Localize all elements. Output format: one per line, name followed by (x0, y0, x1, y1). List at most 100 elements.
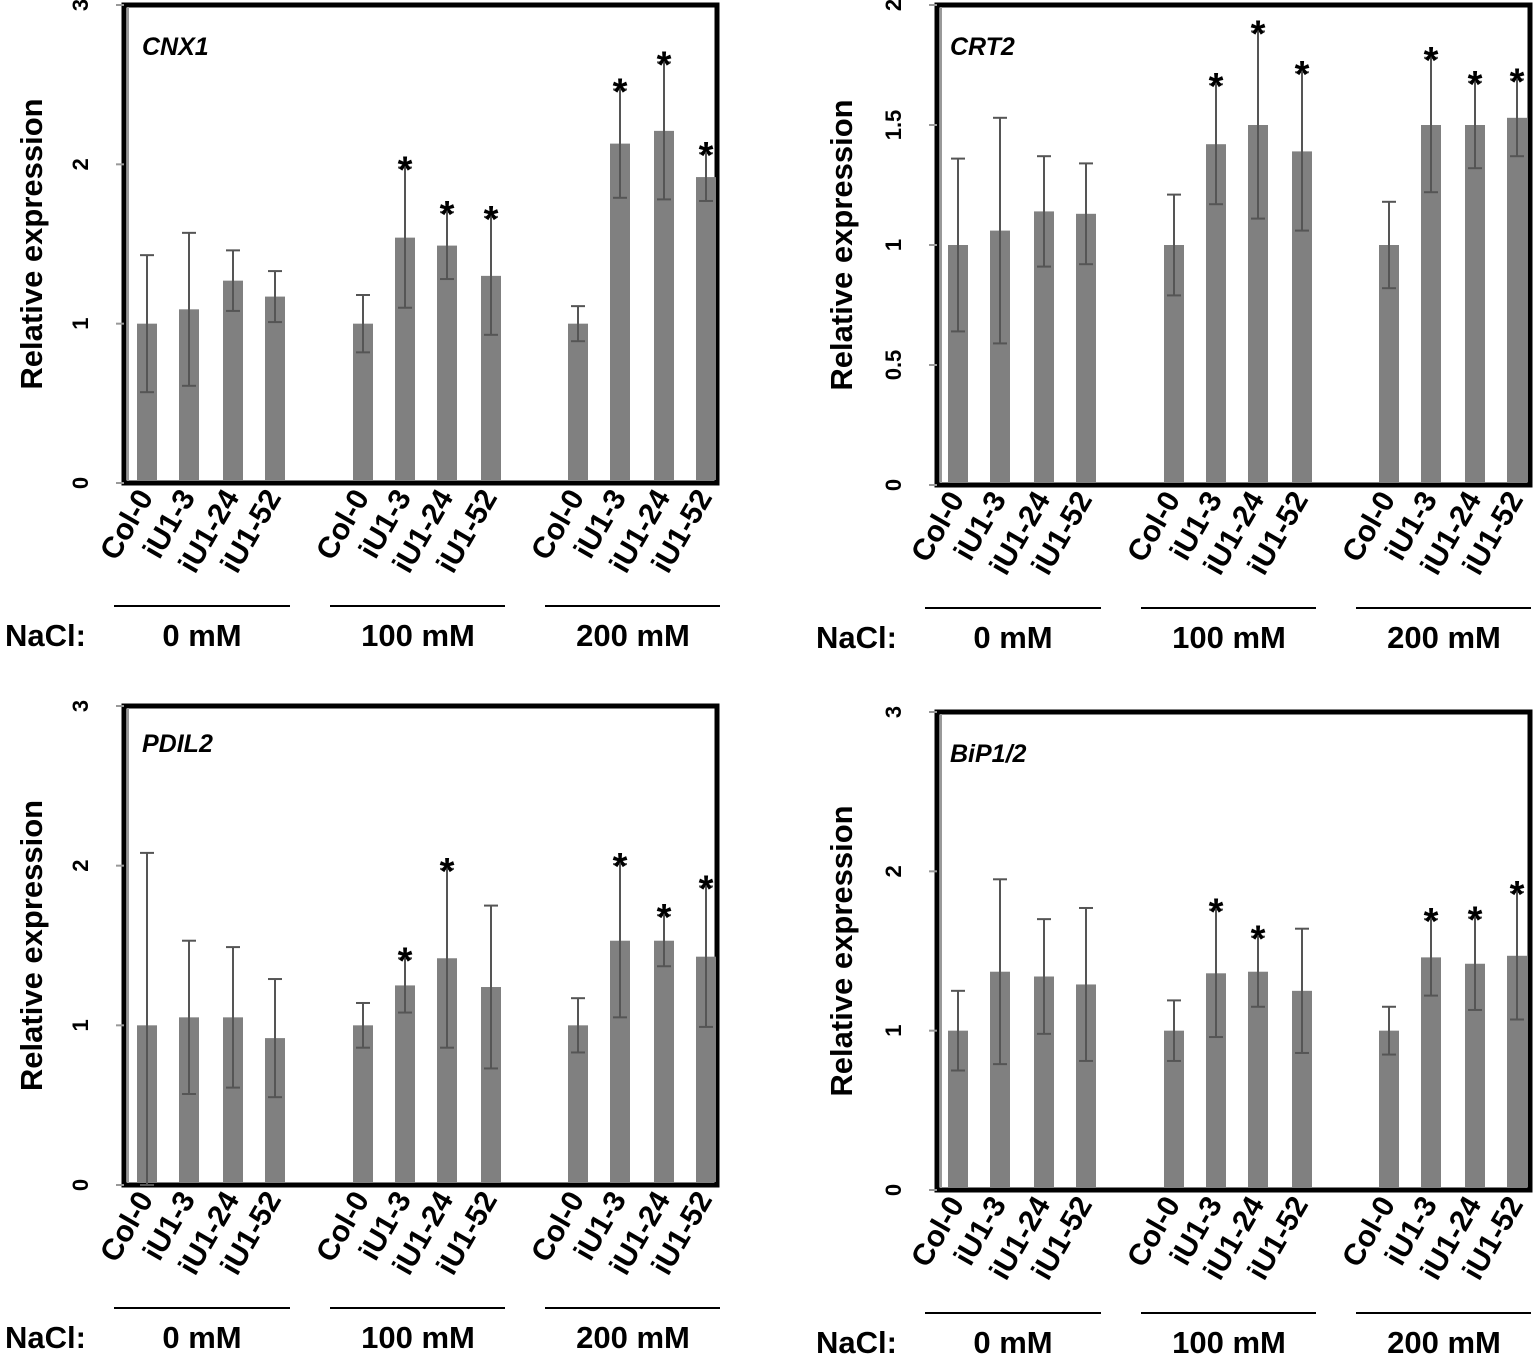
nacl-prefix-label: NaCl: (816, 1325, 897, 1360)
bar (1292, 990, 1312, 1187)
y-tick-label: 2 (881, 865, 906, 877)
significance-star: * (398, 940, 413, 982)
y-tick-label: 0.5 (881, 350, 906, 381)
y-axis-label: Relative expression (14, 98, 49, 389)
bar (1248, 971, 1268, 1187)
y-tick-label: 0 (881, 1184, 906, 1196)
group-label: 100 mM (1172, 1325, 1286, 1360)
bar (1379, 245, 1399, 482)
bar (1507, 117, 1527, 483)
group-label: 200 mM (1387, 620, 1501, 655)
bar (696, 956, 716, 1182)
bar (437, 245, 457, 480)
gene-title: CNX1 (142, 33, 209, 61)
bar (353, 323, 373, 480)
significance-star: * (1424, 40, 1439, 82)
bar (654, 130, 674, 480)
bar (1034, 211, 1054, 482)
group-label: 0 mM (162, 1320, 241, 1355)
gene-title: CRT2 (950, 33, 1015, 61)
significance-star: * (1295, 54, 1310, 96)
significance-star: * (1424, 901, 1439, 943)
bar (568, 1025, 588, 1182)
significance-star: * (1209, 892, 1224, 934)
bar (265, 1038, 285, 1182)
significance-star: * (613, 846, 628, 888)
bar (223, 280, 243, 480)
bar (395, 985, 415, 1182)
bar (1421, 125, 1441, 482)
y-tick-label: 2 (68, 860, 93, 872)
bar (568, 323, 588, 480)
significance-star: * (657, 44, 672, 86)
significance-star: * (484, 199, 499, 241)
bar (1421, 957, 1441, 1187)
bar (1248, 125, 1268, 482)
bar (1379, 1030, 1399, 1187)
nacl-prefix-label: NaCl: (5, 618, 86, 653)
significance-star: * (1468, 64, 1483, 106)
bar (948, 245, 968, 482)
bar (1164, 245, 1184, 482)
bar (654, 940, 674, 1182)
bar (1164, 1030, 1184, 1187)
bar (1034, 976, 1054, 1187)
significance-star: * (699, 135, 714, 177)
gene-title: BiP1/2 (950, 740, 1027, 768)
group-label: 0 mM (973, 620, 1052, 655)
plot-frame (121, 2, 720, 486)
plot-frame (934, 709, 1533, 1193)
group-label: 0 mM (162, 618, 241, 653)
y-tick-label: 1.5 (881, 110, 906, 141)
group-label: 100 mM (361, 1320, 475, 1355)
bar (1206, 144, 1226, 482)
y-tick-label: 2 (881, 0, 906, 11)
significance-star: * (440, 194, 455, 236)
group-label: 100 mM (1172, 620, 1286, 655)
y-tick-label: 0 (68, 477, 93, 489)
significance-star: * (398, 150, 413, 192)
bar (1076, 213, 1096, 483)
y-tick-label: 1 (881, 239, 906, 251)
y-tick-label: 3 (68, 0, 93, 11)
gene-title: PDIL2 (142, 730, 213, 758)
bar (990, 230, 1010, 482)
significance-star: * (1251, 13, 1266, 55)
y-tick-label: 1 (68, 318, 93, 330)
group-label: 200 mM (1387, 1325, 1501, 1360)
y-tick-label: 3 (68, 700, 93, 712)
significance-star: * (613, 71, 628, 113)
nacl-prefix-label: NaCl: (5, 1320, 86, 1355)
bar (610, 940, 630, 1182)
significance-star: * (1468, 900, 1483, 942)
significance-star: * (1209, 66, 1224, 108)
bar (1206, 973, 1226, 1187)
y-axis-label: Relative expression (824, 99, 859, 390)
bar (990, 971, 1010, 1187)
group-label: 100 mM (361, 618, 475, 653)
y-tick-label: 0 (881, 479, 906, 491)
bar (610, 143, 630, 480)
bar (1465, 125, 1485, 482)
bar (1076, 984, 1096, 1187)
bar (481, 275, 501, 480)
y-axis-label: Relative expression (824, 805, 859, 1096)
significance-star: * (699, 868, 714, 910)
plot-frame (934, 2, 1533, 488)
y-tick-label: 1 (881, 1025, 906, 1037)
significance-star: * (1510, 61, 1525, 103)
y-tick-label: 1 (68, 1019, 93, 1031)
bar (137, 323, 157, 480)
group-label: 0 mM (973, 1325, 1052, 1360)
bar (1507, 955, 1527, 1187)
y-tick-label: 3 (881, 706, 906, 718)
group-label: 200 mM (576, 618, 690, 653)
bar (696, 177, 716, 480)
bar (437, 958, 457, 1182)
bar (179, 309, 199, 480)
significance-star: * (440, 851, 455, 893)
